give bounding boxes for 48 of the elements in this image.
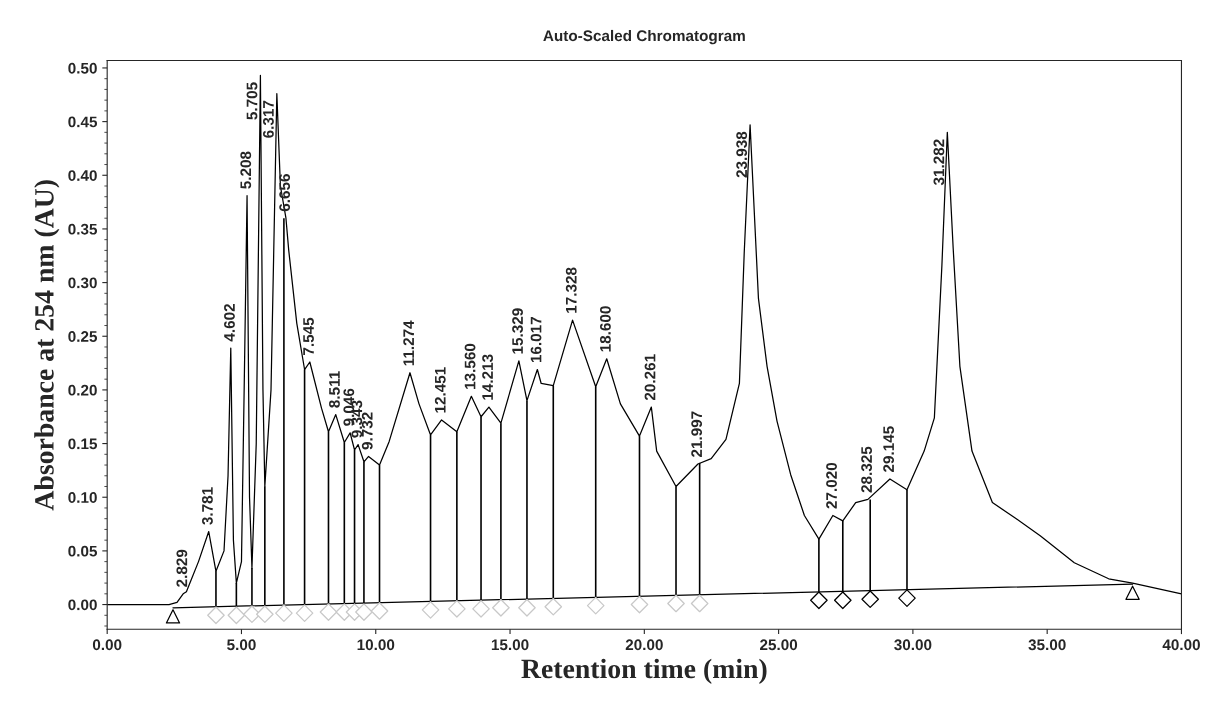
y-tick-label: 0.00 — [68, 599, 97, 611]
annotation: 11.274 — [403, 320, 414, 366]
annotation: 28.325 — [861, 446, 873, 493]
annotation: 7.545 — [303, 317, 314, 355]
y-tick-label: 0.40 — [68, 170, 97, 181]
annotation: 2.829 — [176, 549, 188, 587]
annotation: 5.705 — [246, 82, 258, 120]
y-axis-title: Absorbance at 254 nm (AU) — [34, 180, 60, 511]
annotation: 6.656 — [279, 174, 291, 212]
y-tick-label: 0.10 — [68, 492, 97, 503]
x-tick-label: 5.00 — [227, 639, 256, 651]
annotation: 31.282 — [933, 139, 945, 186]
annotation: 18.600 — [600, 306, 611, 352]
annotation: 14.213 — [482, 354, 494, 400]
annotation: 16.017 — [530, 317, 542, 363]
annotation: 12.451 — [434, 367, 446, 413]
x-tick-label: 0.00 — [92, 639, 122, 651]
x-tick-label: 25.00 — [760, 639, 798, 651]
chart-title: Auto-Scaled Chromatogram — [543, 29, 745, 45]
annotation: 21.997 — [691, 411, 703, 457]
annotation: 9.732 — [361, 412, 373, 450]
annotation: 13.560 — [464, 343, 476, 389]
annotation: 27.020 — [826, 462, 837, 509]
annotation: 20.261 — [644, 354, 656, 401]
x-tick-label: 10.00 — [357, 639, 395, 651]
y-tick-label: 0.50 — [68, 62, 97, 74]
annotation: 29.145 — [883, 426, 895, 473]
x-tick-label: 30.00 — [894, 639, 932, 651]
annotation: 8.511 — [329, 371, 340, 408]
y-tick-label: 0.30 — [68, 277, 97, 289]
x-tick-label: 15.00 — [491, 639, 529, 651]
annotation: 15.329 — [512, 308, 523, 354]
annotation: 4.602 — [224, 304, 235, 342]
x-tick-label: 40.00 — [1162, 639, 1200, 651]
x-axis-title: Retention time (min) — [521, 658, 767, 684]
annotation: 5.208 — [240, 151, 252, 189]
y-tick-label: 0.20 — [68, 384, 97, 396]
y-tick-label: 0.15 — [68, 438, 98, 450]
annotation: 23.938 — [736, 131, 748, 178]
y-tick-label: 0.45 — [68, 116, 98, 128]
annotation: 3.781 — [202, 487, 213, 525]
y-tick-label: 0.05 — [68, 545, 98, 557]
annotation: 17.328 — [565, 267, 577, 313]
annotation: 6.317 — [263, 100, 274, 138]
x-tick-label: 20.00 — [625, 639, 663, 651]
x-tick-label: 35.00 — [1028, 639, 1066, 651]
y-tick-label: 0.25 — [68, 331, 98, 342]
y-tick-label: 0.35 — [68, 223, 98, 235]
